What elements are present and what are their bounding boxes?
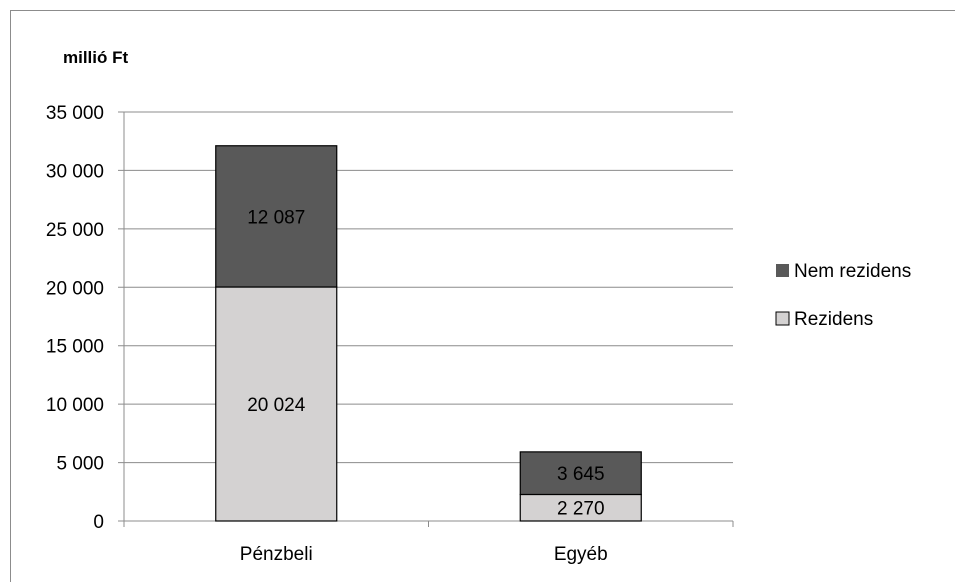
y-tick-label: 0 xyxy=(93,512,104,533)
y-tick-label: 15 000 xyxy=(46,337,104,358)
bar-segment xyxy=(215,145,338,288)
x-category-label: Egyéb xyxy=(554,544,608,565)
y-tick-label: 20 000 xyxy=(46,278,104,299)
data-label: 3 645 xyxy=(557,464,605,485)
chart-frame xyxy=(10,10,955,582)
y-tick-label: 10 000 xyxy=(46,395,104,416)
bars: 20 024 12 087 2 270 3 645 xyxy=(215,145,642,522)
y-axis-ticks: 0 5 000 10 000 15 000 20 000 25 000 30 000 35 0… xyxy=(46,103,104,533)
y-tick-label: 5 000 xyxy=(56,454,104,475)
y-tick-label: 25 000 xyxy=(46,220,104,241)
y-axis-title: millió Ft xyxy=(63,48,129,67)
bar-segment xyxy=(519,493,642,522)
gridlines xyxy=(118,111,734,527)
legend-label: Nem rezidens xyxy=(794,261,911,282)
legend-label: Rezidens xyxy=(794,309,873,330)
legend-swatch xyxy=(776,264,789,277)
data-label: 20 024 xyxy=(247,395,306,416)
x-axis-categories: Pénzbeli Egyéb xyxy=(240,544,608,565)
bar-segment xyxy=(519,451,642,496)
y-tick-label: 35 000 xyxy=(46,103,104,124)
legend-swatch xyxy=(775,311,790,326)
data-label: 12 087 xyxy=(247,207,305,228)
y-tick-label: 30 000 xyxy=(46,161,104,182)
legend: Nem rezidens Rezidens xyxy=(775,261,911,330)
data-label: 2 270 xyxy=(557,499,605,520)
bar-segment xyxy=(215,286,338,522)
x-category-label: Pénzbeli xyxy=(240,544,313,565)
